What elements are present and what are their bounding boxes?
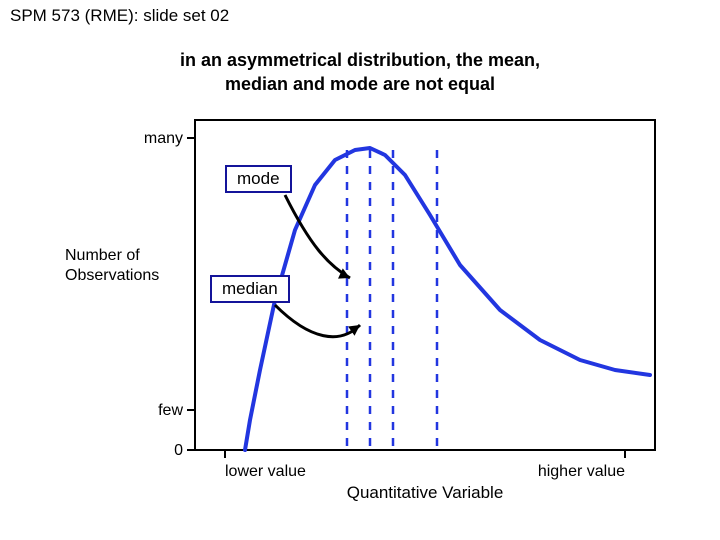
chart-area: many few 0 Number of Observations lower value… — [60, 110, 680, 510]
title-line-1: in an asymmetrical distribution, the mea… — [180, 50, 540, 70]
svg-text:Quantitative Variable: Quantitative Variable — [347, 483, 504, 502]
slide-header: SPM 573 (RME): slide set 02 — [10, 6, 229, 26]
median-callout-label: median — [222, 279, 278, 298]
mode-callout-box: mode — [225, 165, 292, 193]
svg-text:higher value: higher value — [538, 463, 625, 480]
svg-text:Number of: Number of — [65, 247, 140, 264]
svg-text:Observations: Observations — [65, 267, 159, 284]
svg-text:many: many — [144, 130, 183, 147]
svg-text:0: 0 — [174, 442, 183, 459]
slide-title: in an asymmetrical distribution, the mea… — [0, 48, 720, 97]
mode-callout-label: mode — [237, 169, 280, 188]
title-line-2: median and mode are not equal — [225, 74, 495, 94]
distribution-chart: many few 0 Number of Observations lower value… — [60, 110, 680, 510]
median-callout-box: median — [210, 275, 290, 303]
svg-text:lower value: lower value — [225, 463, 306, 480]
svg-text:few: few — [158, 402, 183, 419]
